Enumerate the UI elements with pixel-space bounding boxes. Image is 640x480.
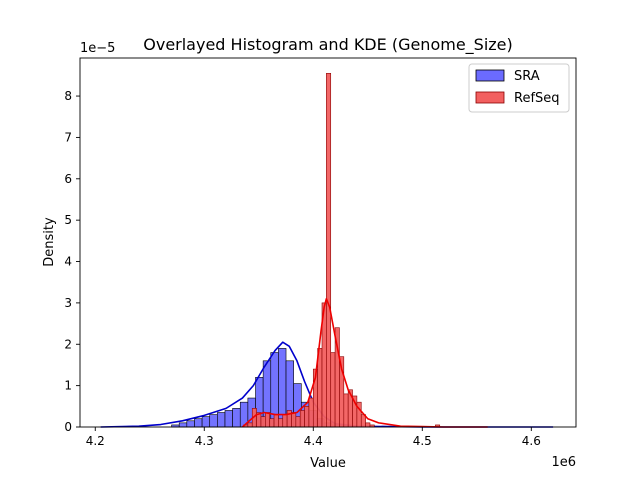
sra-bar-4 (201, 416, 211, 428)
y-tick-label-6: 6 (64, 172, 72, 186)
sra-bar-2 (186, 420, 195, 428)
legend-label-sra: SRA (514, 69, 540, 84)
axes-frame (79, 57, 577, 428)
chart-title: Overlayed Histogram and KDE (Genome_Size… (143, 35, 513, 55)
sra-bar-8 (232, 408, 241, 428)
refseq-bar-28 (365, 422, 371, 428)
y-tick-label-2: 2 (64, 337, 72, 351)
refseq-bar-1 (247, 422, 253, 428)
y-tick-label-7: 7 (64, 130, 72, 144)
refseq-bar-13 (299, 410, 305, 428)
sra-bar-3 (194, 418, 203, 428)
refseq-kde-line (241, 297, 488, 428)
refseq-bar-5 (265, 412, 270, 428)
y-tick-label-8: 8 (64, 89, 72, 103)
x-offset-label: 1e6 (551, 455, 576, 470)
sra-bar-5 (209, 414, 218, 428)
y-tick-label-4: 4 (64, 255, 72, 269)
x-ticks: 4.2 4.3 4.4 4.5 4.6 (86, 427, 541, 448)
refseq-bar-4 (260, 416, 266, 428)
refseq-bar-11 (291, 412, 297, 428)
y-tick-label-0: 0 (64, 420, 72, 434)
refseq-bar-19 (326, 73, 332, 428)
refseq-bar-12 (295, 416, 301, 428)
refseq-bar-6 (269, 418, 275, 428)
y-tick-label-3: 3 (64, 296, 72, 310)
sra-bar-6 (217, 412, 226, 428)
refseq-bar-23 (343, 393, 349, 428)
y-ticks: 0 1 2 3 4 5 6 7 8 (64, 89, 80, 434)
legend-swatch-refseq (475, 91, 505, 104)
x-tick-label-0: 4.2 (86, 434, 105, 448)
x-axis-label: Value (310, 456, 346, 471)
refseq-bar-14 (304, 406, 310, 428)
legend-swatch-sra (475, 69, 505, 82)
sra-bar-1 (178, 422, 188, 428)
y-axis-label: Density (42, 217, 57, 267)
x-tick-label-4: 4.6 (522, 434, 541, 448)
series-refseq (241, 73, 488, 428)
legend-label-refseq: RefSeq (514, 91, 560, 106)
legend: SRA RefSeq (468, 63, 570, 113)
refseq-bar-15 (308, 397, 314, 428)
refseq-bar-20 (330, 352, 336, 428)
y-tick-label-5: 5 (64, 213, 72, 227)
x-tick-label-3: 4.5 (413, 434, 432, 448)
sra-bar-7 (224, 410, 233, 428)
x-tick-label-1: 4.3 (195, 434, 214, 448)
y-offset-label: 1e−5 (80, 41, 115, 56)
x-tick-label-2: 4.4 (304, 434, 323, 448)
refseq-bar-8 (278, 418, 284, 428)
refseq-bar-7 (273, 414, 279, 428)
refseq-bar-9 (282, 414, 288, 428)
y-tick-label-1: 1 (64, 379, 72, 393)
